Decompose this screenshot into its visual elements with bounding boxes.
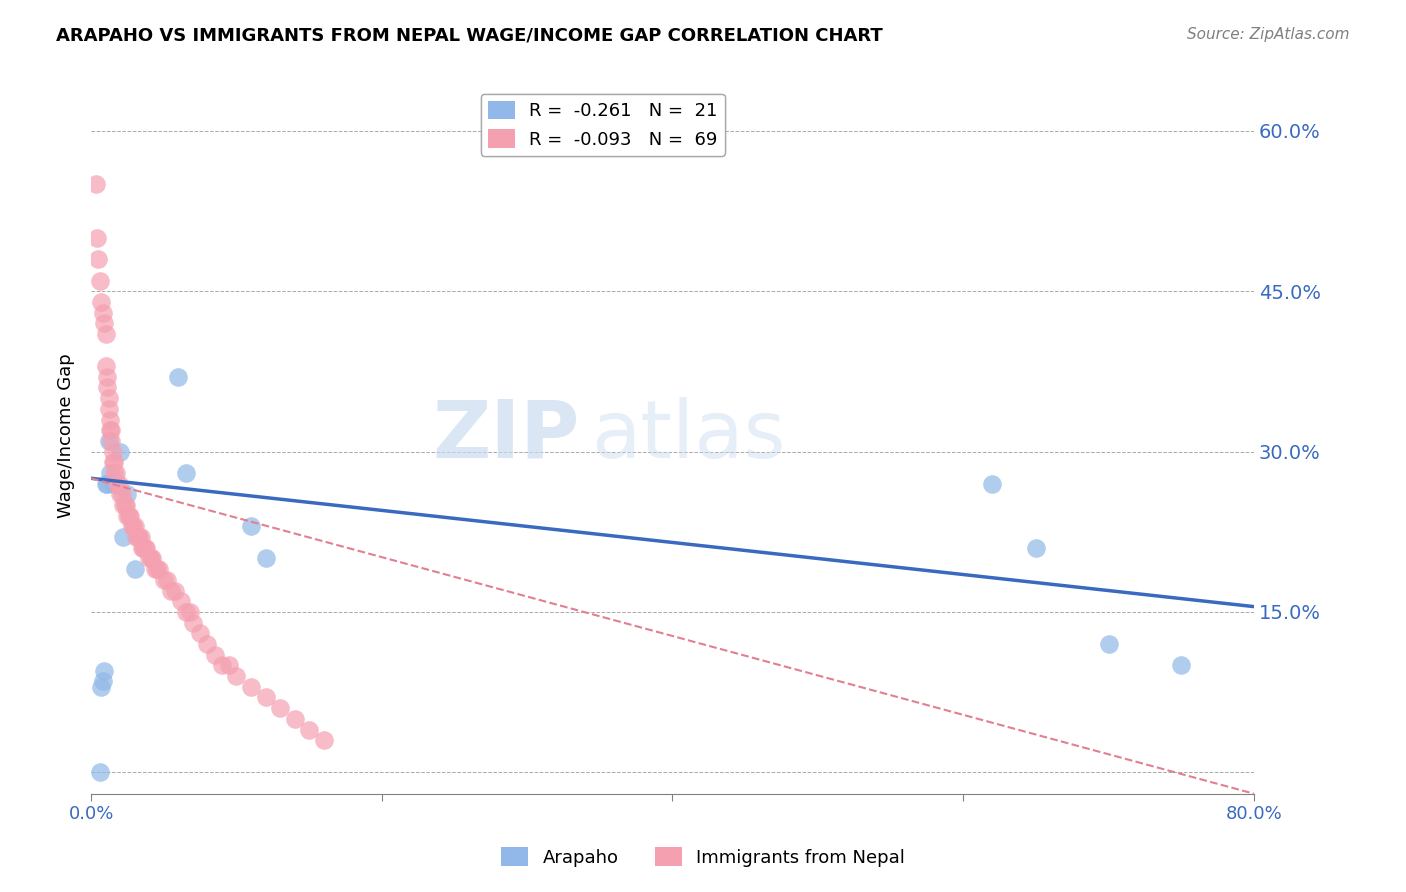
Point [160, 583, 183, 598]
Point [981, 476, 1004, 491]
Point [124, 519, 146, 533]
Point [91, 674, 114, 689]
Point [103, 455, 125, 469]
Point [94, 326, 117, 341]
Point [90, 294, 112, 309]
Point [115, 498, 138, 512]
Point [125, 530, 148, 544]
Point [131, 541, 153, 555]
Point [284, 712, 307, 726]
Text: ZIP: ZIP [432, 397, 579, 475]
Point [91, 305, 114, 319]
Point [105, 476, 128, 491]
Point [269, 701, 291, 715]
Point [124, 562, 146, 576]
Point [101, 444, 124, 458]
Point [197, 637, 219, 651]
Point [254, 690, 277, 705]
Point [104, 466, 127, 480]
Point [240, 680, 263, 694]
Point [112, 530, 135, 544]
Y-axis label: Wage/Income Gap: Wage/Income Gap [58, 353, 75, 518]
Point [204, 648, 226, 662]
Point [167, 369, 190, 384]
Point [118, 508, 141, 523]
Text: atlas: atlas [591, 397, 786, 475]
Point [112, 498, 135, 512]
Point [100, 423, 122, 437]
Point [148, 562, 170, 576]
Point [89, 765, 111, 780]
Point [128, 530, 150, 544]
Point [100, 434, 122, 448]
Point [170, 594, 193, 608]
Point [114, 498, 136, 512]
Point [254, 551, 277, 566]
Text: ARAPAHO VS IMMIGRANTS FROM NEPAL WAGE/INCOME GAP CORRELATION CHART: ARAPAHO VS IMMIGRANTS FROM NEPAL WAGE/IN… [56, 27, 883, 45]
Point [93, 316, 115, 330]
Point [120, 508, 142, 523]
Point [134, 541, 156, 555]
Point [94, 476, 117, 491]
Point [143, 562, 166, 576]
Point [129, 530, 152, 544]
Point [96, 369, 118, 384]
Point [101, 476, 124, 491]
Point [165, 583, 187, 598]
Point [94, 359, 117, 373]
Point [181, 615, 204, 630]
Point [298, 723, 321, 737]
Point [98, 423, 121, 437]
Point [97, 401, 120, 416]
Point [121, 519, 143, 533]
Point [97, 391, 120, 405]
Point [89, 274, 111, 288]
Point [110, 444, 132, 458]
Point [135, 541, 157, 555]
Point [312, 733, 335, 747]
Point [1025, 541, 1047, 555]
Point [90, 680, 112, 694]
Point [1170, 658, 1192, 673]
Point [138, 551, 160, 566]
Point [96, 380, 118, 394]
Point [141, 551, 163, 566]
Point [101, 455, 124, 469]
Point [107, 476, 129, 491]
Point [117, 487, 139, 501]
Point [110, 487, 132, 501]
Point [145, 562, 167, 576]
Point [174, 605, 197, 619]
Point [103, 466, 125, 480]
Point [240, 519, 263, 533]
Point [84, 178, 107, 192]
Point [225, 669, 247, 683]
Point [98, 412, 121, 426]
Point [111, 487, 134, 501]
Point [127, 530, 149, 544]
Point [156, 573, 179, 587]
Point [179, 605, 201, 619]
Point [218, 658, 240, 673]
Point [93, 664, 115, 678]
Point [139, 551, 162, 566]
Point [188, 626, 211, 640]
Point [86, 231, 108, 245]
Point [174, 466, 197, 480]
Point [96, 476, 118, 491]
Point [1097, 637, 1119, 651]
Legend: Arapaho, Immigrants from Nepal: Arapaho, Immigrants from Nepal [494, 840, 912, 874]
Text: Source: ZipAtlas.com: Source: ZipAtlas.com [1187, 27, 1350, 42]
Point [122, 519, 145, 533]
Point [211, 658, 233, 673]
Point [153, 573, 176, 587]
Legend: R =  -0.261   N =  21, R =  -0.093   N =  69: R = -0.261 N = 21, R = -0.093 N = 69 [481, 94, 725, 156]
Point [87, 252, 110, 267]
Point [98, 466, 121, 480]
Point [117, 508, 139, 523]
Point [97, 434, 120, 448]
Point [132, 541, 155, 555]
